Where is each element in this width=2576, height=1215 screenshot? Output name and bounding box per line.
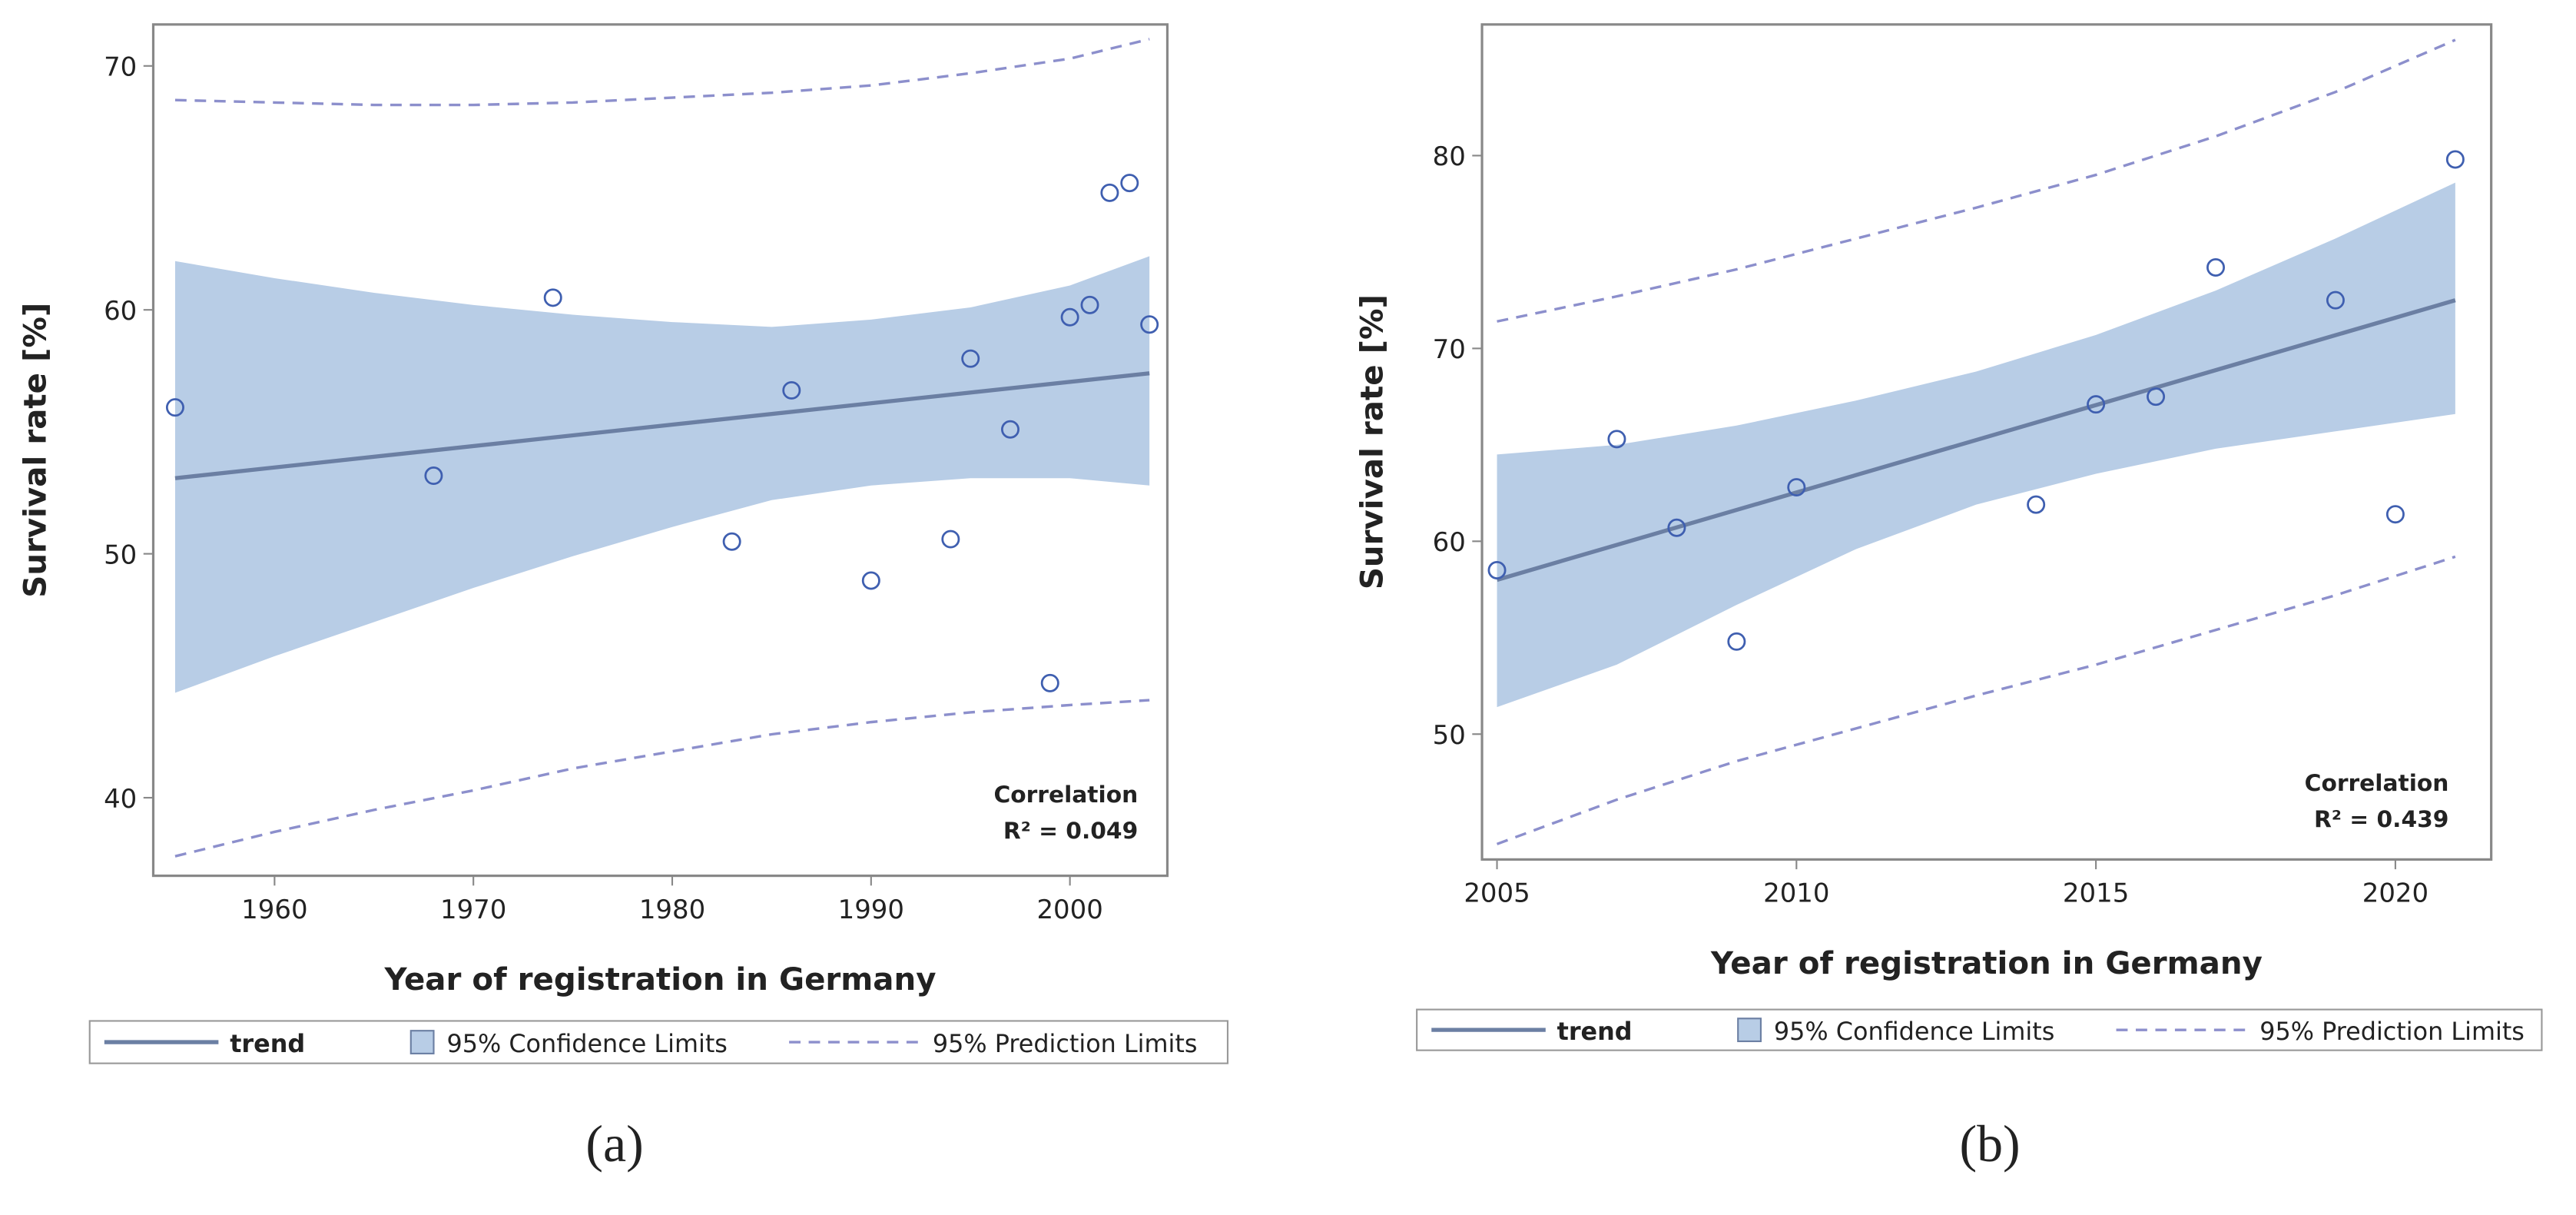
annotation: R² = 0.049 [1003,818,1138,845]
data-point [1100,183,1119,202]
x-tick-label: 2010 [1763,878,1829,909]
legend-box [1416,1008,2543,1051]
x-axis-label: Year of registration in Germany [1710,945,2263,981]
y-tick-label: 40 [104,784,137,815]
data-point [1487,560,1507,579]
legend-label: 95% Prediction Limits [2259,1017,2525,1046]
panel-label: (b) [1959,1114,2020,1173]
annotation: R² = 0.439 [2314,806,2448,833]
x-tick-label: 1990 [838,895,904,925]
y-tick-label: 70 [104,52,137,83]
data-point [941,529,960,549]
data-point [2445,150,2465,169]
y-tick-label: 60 [1433,527,1466,558]
data-point [782,380,801,400]
prediction-limit [174,699,1150,858]
panel-label: (a) [585,1114,643,1173]
data-point [165,398,184,417]
annotation: Correlation [2305,770,2449,797]
confidence-band [1497,182,2455,708]
y-tick-label: 80 [1433,141,1466,172]
data-point [1120,174,1139,193]
trend-line [174,371,1150,480]
data-point [2206,258,2226,277]
data-point [1080,295,1099,314]
data-point [722,532,741,551]
trend-line [1496,298,2456,583]
data-point [2087,395,2106,414]
legend-box [88,1020,1229,1064]
x-tick-label: 1960 [241,895,307,925]
x-tick-label: 2020 [2362,878,2428,909]
data-point [1607,430,1626,449]
annotation: Correlation [993,782,1138,808]
y-tick-label: 50 [1433,720,1466,751]
x-tick-label: 2015 [2063,878,2129,909]
y-tick-label: 70 [1433,334,1466,365]
data-point [2385,505,2405,524]
x-tick-label: 1980 [639,895,705,925]
data-point [1727,632,1746,651]
data-point [2326,290,2345,310]
data-point [1040,673,1059,692]
data-point [2027,495,2046,514]
data-point [424,466,443,486]
data-point [1667,518,1686,537]
data-point [961,349,980,368]
data-point [861,571,880,590]
plot-frame [151,23,1169,878]
confidence-band [174,256,1150,693]
plot-frame [1480,23,2493,861]
y-tick-label: 60 [104,296,137,327]
legend-label: trend [1557,1017,1633,1046]
legend-label: 95% Confidence Limits [446,1029,727,1058]
plot-area [1496,38,2456,845]
y-tick-label: 50 [104,539,137,570]
legend-confidence-swatch [409,1030,435,1054]
y-axis-label: Survival rate [%] [1354,294,1391,589]
x-tick-label: 2000 [1036,895,1102,925]
legend-label: 95% Prediction Limits [933,1029,1198,1058]
prediction-limit [1497,38,2456,323]
data-point [1060,307,1079,327]
data-point [1140,315,1159,334]
x-tick-label: 2005 [1464,878,1530,909]
data-point [2147,387,2166,407]
x-axis-label: Year of registration in Germany [383,961,936,998]
plot-area [174,38,1150,858]
y-axis-label: Survival rate [%] [17,303,53,598]
legend-confidence-swatch [1737,1017,1762,1043]
data-point [543,288,562,307]
legend-label: 95% Confidence Limits [1774,1017,2054,1046]
x-tick-label: 1970 [440,895,506,925]
legend-label: trend [230,1029,305,1058]
prediction-limit [174,38,1150,107]
data-point [1001,420,1019,439]
data-point [1787,478,1806,497]
